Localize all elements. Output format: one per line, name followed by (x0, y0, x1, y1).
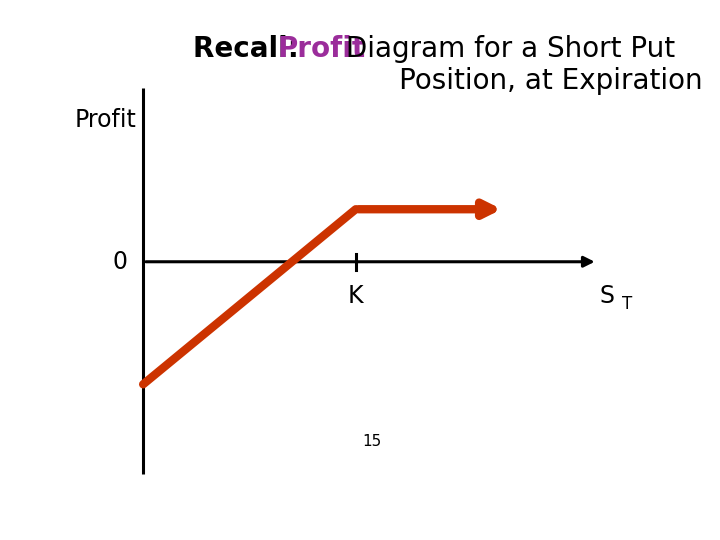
Text: Profit: Profit (75, 108, 137, 132)
Text: Recall:: Recall: (193, 35, 308, 63)
Text: S: S (599, 284, 614, 308)
Text: Diagram for a Short Put
       Position, at Expiration: Diagram for a Short Put Position, at Exp… (337, 35, 703, 96)
Text: 0: 0 (112, 250, 127, 274)
Text: Profit: Profit (278, 35, 366, 63)
Text: T: T (622, 295, 632, 313)
Text: K: K (348, 284, 364, 308)
Text: 15: 15 (362, 434, 382, 449)
